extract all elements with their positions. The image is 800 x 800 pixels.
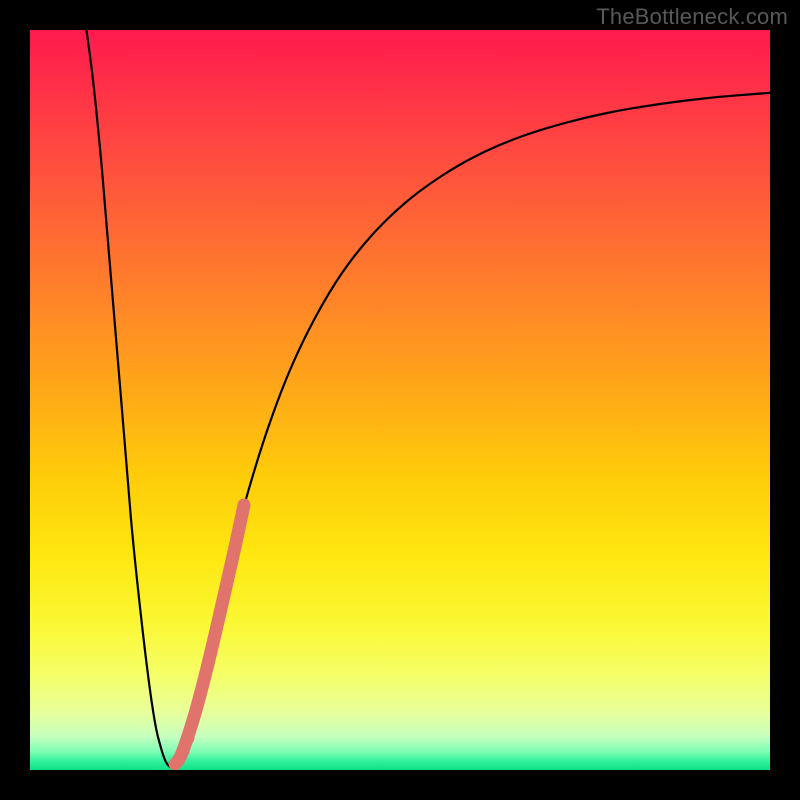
highlight-segment xyxy=(178,505,244,761)
plot-area xyxy=(30,30,770,770)
plot-svg xyxy=(30,30,770,770)
watermark-text: TheBottleneck.com xyxy=(596,4,788,30)
bottleneck-curve xyxy=(85,30,770,768)
highlight-dot xyxy=(177,745,190,758)
highlight-dot xyxy=(182,732,195,745)
chart-frame: TheBottleneck.com xyxy=(0,0,800,800)
